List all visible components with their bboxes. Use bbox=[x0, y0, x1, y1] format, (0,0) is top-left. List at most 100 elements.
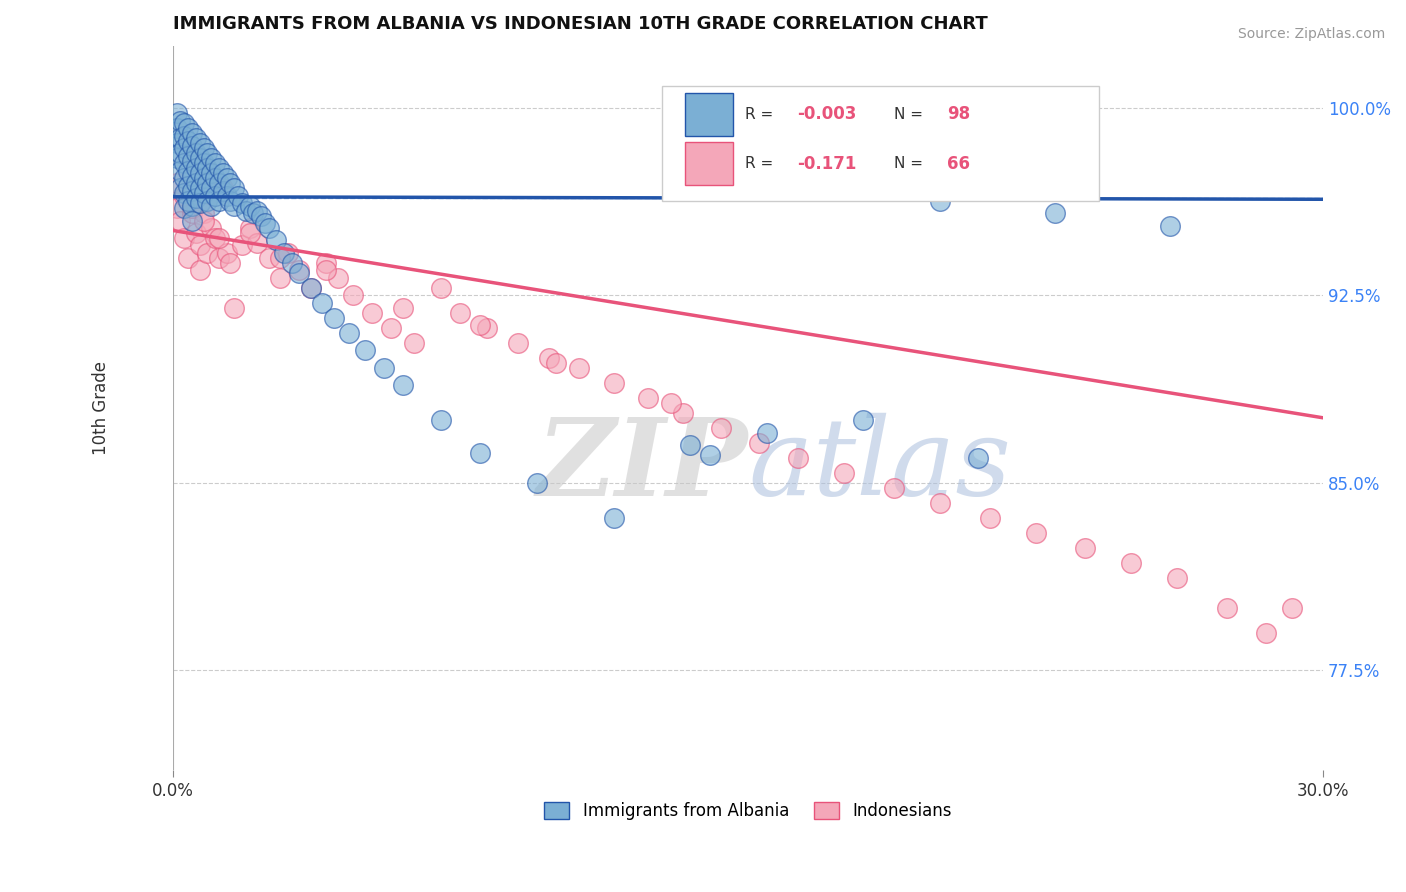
Point bbox=[224, 301, 246, 315]
Point bbox=[195, 246, 218, 260]
Text: 98: 98 bbox=[948, 105, 970, 123]
Point bbox=[200, 166, 222, 180]
Point bbox=[748, 435, 770, 450]
Point bbox=[166, 151, 188, 165]
Point bbox=[1121, 556, 1143, 570]
Point bbox=[208, 194, 231, 208]
Point bbox=[193, 206, 215, 220]
Point bbox=[253, 216, 276, 230]
Point bbox=[299, 281, 322, 295]
Point bbox=[169, 131, 191, 145]
Point bbox=[311, 296, 333, 310]
Point bbox=[280, 256, 302, 270]
Text: IMMIGRANTS FROM ALBANIA VS INDONESIAN 10TH GRADE CORRELATION CHART: IMMIGRANTS FROM ALBANIA VS INDONESIAN 10… bbox=[173, 15, 987, 33]
Point bbox=[177, 194, 200, 208]
Text: R =: R = bbox=[745, 107, 778, 122]
Text: 66: 66 bbox=[948, 154, 970, 173]
Point bbox=[238, 198, 260, 212]
Point bbox=[193, 171, 215, 186]
Point bbox=[756, 425, 779, 440]
Point bbox=[173, 128, 195, 143]
Point bbox=[195, 146, 218, 161]
Point bbox=[204, 231, 226, 245]
Point bbox=[188, 136, 211, 150]
Point bbox=[506, 335, 529, 350]
Point bbox=[215, 246, 238, 260]
Point bbox=[184, 226, 207, 240]
Point bbox=[169, 213, 191, 227]
Point bbox=[1216, 600, 1239, 615]
Point bbox=[200, 221, 222, 235]
Point bbox=[188, 151, 211, 165]
Point bbox=[200, 198, 222, 212]
Point bbox=[537, 351, 560, 365]
Text: -0.003: -0.003 bbox=[797, 105, 856, 123]
Point bbox=[315, 256, 337, 270]
Point bbox=[195, 194, 218, 208]
Point bbox=[169, 146, 191, 161]
Point bbox=[430, 413, 453, 427]
Point bbox=[184, 161, 207, 175]
Text: N =: N = bbox=[894, 107, 928, 122]
Point bbox=[699, 448, 721, 462]
Text: N =: N = bbox=[894, 156, 928, 171]
Point bbox=[392, 378, 415, 392]
Point bbox=[246, 235, 269, 250]
Point bbox=[219, 176, 242, 190]
Point bbox=[238, 221, 260, 235]
Point bbox=[181, 213, 204, 227]
Point bbox=[315, 263, 337, 277]
Point bbox=[380, 321, 402, 335]
Point bbox=[188, 166, 211, 180]
Point bbox=[177, 163, 200, 178]
Point bbox=[404, 335, 426, 350]
Point bbox=[1043, 206, 1066, 220]
Point bbox=[226, 188, 249, 202]
Point bbox=[373, 360, 395, 375]
Text: atlas: atlas bbox=[748, 413, 1011, 518]
Point bbox=[288, 266, 311, 280]
Point bbox=[928, 194, 950, 208]
Point bbox=[184, 191, 207, 205]
Point bbox=[219, 194, 242, 208]
Point bbox=[166, 176, 188, 190]
Point bbox=[468, 318, 491, 333]
Point bbox=[326, 271, 349, 285]
Point bbox=[277, 246, 299, 260]
Point bbox=[219, 256, 242, 270]
Point bbox=[342, 288, 364, 302]
Point bbox=[181, 206, 204, 220]
Point bbox=[299, 281, 322, 295]
Point bbox=[193, 186, 215, 200]
Point bbox=[814, 181, 837, 195]
Point bbox=[166, 136, 188, 150]
Point bbox=[477, 321, 499, 335]
Point bbox=[188, 263, 211, 277]
FancyBboxPatch shape bbox=[685, 142, 733, 185]
Point bbox=[238, 226, 260, 240]
Point bbox=[195, 161, 218, 175]
Point bbox=[710, 421, 733, 435]
Point bbox=[184, 146, 207, 161]
Point bbox=[235, 203, 257, 218]
Point bbox=[173, 188, 195, 202]
Point bbox=[568, 360, 591, 375]
Point bbox=[188, 181, 211, 195]
Point bbox=[169, 181, 191, 195]
Point bbox=[1159, 219, 1181, 233]
Point bbox=[337, 326, 360, 340]
Point bbox=[181, 184, 204, 198]
Point bbox=[852, 413, 875, 427]
Text: -0.171: -0.171 bbox=[797, 154, 856, 173]
Point bbox=[215, 171, 238, 186]
Point bbox=[166, 106, 188, 120]
Point bbox=[257, 251, 280, 265]
Point bbox=[288, 263, 311, 277]
Point bbox=[1281, 600, 1303, 615]
Point bbox=[679, 438, 702, 452]
Point bbox=[672, 406, 695, 420]
Point bbox=[1074, 541, 1097, 555]
Point bbox=[166, 201, 188, 215]
Point bbox=[468, 446, 491, 460]
Point bbox=[173, 201, 195, 215]
